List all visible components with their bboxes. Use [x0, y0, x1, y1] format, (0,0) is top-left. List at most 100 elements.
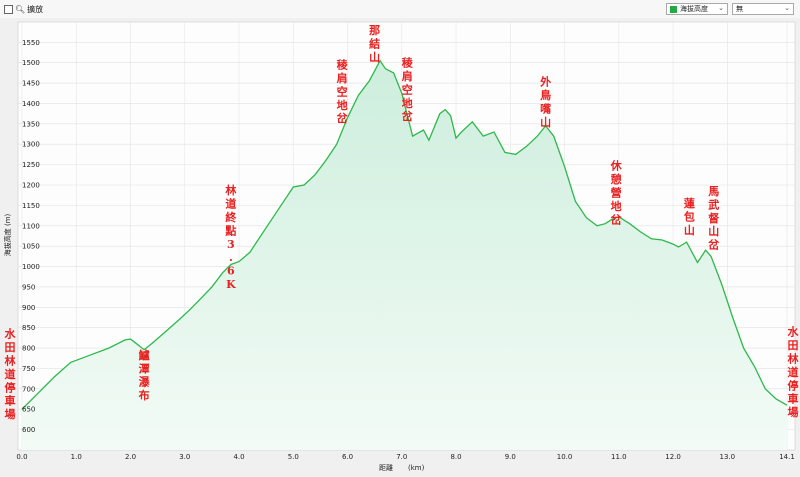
annotation-char: 道: [5, 367, 16, 381]
annotation-char: 布: [139, 388, 150, 402]
x-tick-label: 11.0: [611, 453, 627, 461]
annotation-char: 督: [708, 211, 719, 225]
annotation-char: 馬: [708, 185, 719, 198]
series-color-swatch: [670, 5, 677, 13]
y-tick-label: 1400: [22, 100, 40, 108]
x-tick-label: 3.0: [179, 453, 190, 461]
y-tick-label: 600: [22, 426, 35, 434]
annotation-char: 鳥: [540, 88, 551, 102]
elevation-line: [21, 59, 788, 410]
annotation-label: 蓮包山: [683, 196, 695, 237]
y-tick-label: 650: [22, 406, 35, 414]
y-tick-label: 750: [22, 365, 35, 373]
zoom-toggle[interactable]: 🔍︎ 擴放: [4, 4, 43, 15]
y-tick-label: 1250: [22, 161, 40, 169]
annotation-char: 山: [540, 115, 551, 129]
annotation-char: 結: [369, 36, 380, 50]
annotation-char: 地: [611, 199, 622, 213]
x-tick-label: 10.0: [557, 453, 573, 461]
annotation-char: 岔: [402, 109, 414, 123]
annotation-char: 停: [5, 380, 16, 394]
zoom-checkbox[interactable]: [4, 5, 13, 14]
annotation-char: .: [229, 251, 233, 264]
x-axis-label: 距離: [379, 463, 393, 472]
annotation-char: 田: [788, 339, 799, 352]
annotation-char: 稜: [337, 58, 349, 72]
series-select[interactable]: 海拔高度 ⌄: [666, 3, 728, 15]
annotation-char: 山: [708, 224, 719, 238]
annotation-char: 地: [402, 96, 413, 110]
annotation-char: 潭: [139, 361, 150, 375]
annotation-char: 終: [225, 210, 237, 224]
x-tick-label: 7.0: [396, 453, 407, 461]
x-tick-label: 0.0: [16, 453, 27, 461]
annotation-char: 瀑: [139, 375, 151, 389]
y-tick-label: 1050: [22, 243, 40, 251]
annotation-char: 3: [227, 238, 235, 251]
annotation-char: 肩: [402, 69, 413, 83]
annotation-char: 點: [224, 223, 236, 237]
x-axis-unit: (km): [408, 464, 425, 472]
x-tick-label: 6.0: [342, 453, 353, 461]
y-tick-label: 700: [22, 385, 35, 393]
annotation-char: 岔: [337, 111, 349, 125]
annotation-char: 岔: [611, 212, 623, 226]
elevation-area: [22, 60, 787, 450]
annotation-char: 林: [5, 353, 16, 367]
annotation-char: 林: [788, 351, 799, 365]
annotation-char: 停: [788, 378, 799, 392]
y-tick-label: 1550: [22, 39, 40, 47]
annotation-char: 空: [402, 82, 413, 96]
annotation-char: 蓮: [684, 196, 695, 210]
y-tick-label: 1100: [22, 222, 40, 230]
annotation-char: 田: [5, 341, 16, 354]
x-axis-ticks: 0.0 1.0 2.0 3.0 4.0 5.0 6.0 7.0 8.0 9.0 10.0 11.0 12…: [16, 453, 794, 461]
y-tick-label: 1200: [22, 182, 40, 190]
chevron-down-icon: ⌄: [718, 4, 724, 12]
y-tick-label: 800: [22, 345, 35, 353]
y-tick-label: 850: [22, 324, 35, 332]
y-tick-label: 1300: [22, 141, 40, 149]
y-tick-label: 1000: [22, 263, 40, 271]
annotation-char: 山: [684, 223, 695, 237]
annotation-char: 憩: [611, 172, 622, 186]
y-axis-label: 海拔高度 (m): [3, 213, 12, 256]
annotation-char: 肩: [337, 71, 348, 85]
annotation-char: 山: [369, 50, 380, 64]
x-tick-label: 4.0: [233, 453, 244, 461]
annotation-char: 稜: [402, 56, 414, 70]
annotation-char: 道: [225, 197, 236, 211]
annotation-char: 嘴: [540, 102, 551, 116]
annotation-char: 場: [5, 407, 16, 421]
y-tick-label: 1150: [22, 202, 40, 210]
chevron-down-icon: ⌄: [784, 4, 790, 12]
annotation-char: 休: [610, 159, 623, 173]
annotation-char: 包: [683, 210, 695, 224]
x-tick-label: 9.0: [505, 453, 516, 461]
zoom-label: 擴放: [27, 5, 44, 14]
annotation-char: 武: [708, 197, 719, 211]
annotation-char: 那: [369, 24, 380, 37]
annotation-char: 水: [5, 327, 17, 341]
secondary-select[interactable]: 無 ⌄: [732, 3, 794, 15]
y-axis-ticks: 600 650 700 750 800 850 900 950 1000 1050 1100 1150…: [22, 39, 40, 434]
y-tick-label: 1450: [22, 80, 40, 88]
annotation-char: 道: [788, 365, 799, 379]
secondary-select-value: 無: [736, 5, 743, 13]
x-tick-label: 8.0: [450, 453, 461, 461]
magnifier-icon: 🔍︎: [15, 5, 26, 14]
x-tick-label: 2.0: [125, 453, 136, 461]
y-tick-label: 1350: [22, 120, 40, 128]
annotation-char: 水: [788, 325, 800, 339]
annotation-char: 地: [337, 98, 348, 112]
annotation-char: K: [226, 278, 236, 291]
x-tick-label: 14.1: [779, 453, 795, 461]
